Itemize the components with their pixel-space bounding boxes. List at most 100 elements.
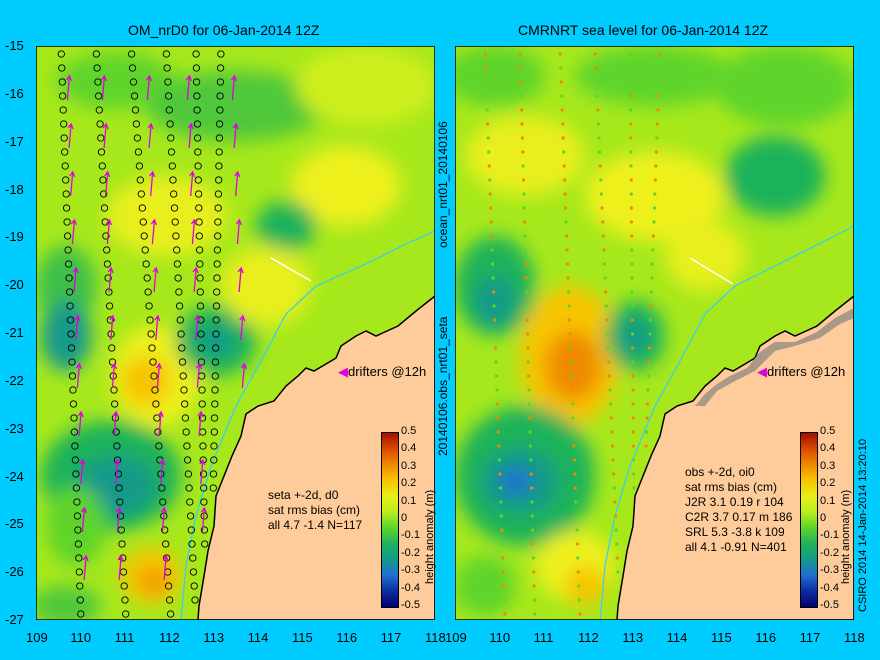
- drifter-arrow: [199, 458, 206, 485]
- observation-marker: [59, 92, 67, 100]
- observation-marker: [170, 204, 179, 212]
- observation-marker: [181, 400, 189, 408]
- observation-marker: [501, 556, 505, 560]
- observation-marker: [74, 540, 83, 548]
- observation-marker: [654, 164, 658, 168]
- legend-line: all 4.1 -0.91 N=401: [685, 540, 787, 554]
- colorbar-tick-label: -0.2: [820, 546, 839, 559]
- observation-marker: [566, 262, 570, 266]
- observation-marker: [628, 80, 632, 84]
- drifter-arrow: [160, 506, 168, 533]
- x-tick-label: 115: [292, 630, 313, 645]
- drifter-arrow: [197, 410, 204, 437]
- observation-marker: [595, 80, 599, 84]
- observation-marker: [600, 206, 604, 210]
- observation-marker: [523, 234, 527, 238]
- observation-marker: [209, 484, 217, 492]
- observation-marker: [193, 92, 201, 100]
- drifter-arrow: [109, 314, 116, 341]
- left-map-title: OM_nrD0 for 06-Jan-2014 12Z: [128, 22, 320, 38]
- land-mass: [197, 295, 435, 620]
- observation-marker: [62, 204, 71, 212]
- colorbar-tick-label: 0.3: [820, 459, 836, 472]
- observation-marker: [193, 106, 201, 114]
- observation-marker: [127, 50, 136, 58]
- observation-marker: [572, 444, 576, 448]
- observation-marker: [195, 232, 203, 240]
- observation-marker: [628, 66, 632, 70]
- observation-marker: [118, 540, 126, 548]
- observation-marker: [214, 218, 222, 226]
- observation-marker: [199, 456, 207, 464]
- observation-marker: [576, 556, 580, 560]
- observation-marker: [74, 526, 82, 534]
- observation-marker: [189, 568, 198, 576]
- colorbar-tick-label: -0.4: [401, 581, 420, 594]
- observation-marker: [140, 232, 148, 240]
- right-stats-legend: obs +-2d, oi0 sat rms bias (cm) J2R 3.1 …: [685, 465, 792, 555]
- drifter-arrow: [79, 458, 86, 485]
- observation-marker: [98, 162, 106, 170]
- drifter-arrow: [187, 122, 194, 149]
- observation-marker: [146, 316, 154, 324]
- observation-marker: [654, 150, 658, 154]
- observation-marker: [532, 598, 537, 602]
- observation-marker: [612, 486, 616, 490]
- observation-marker: [165, 106, 173, 114]
- x-tick-label: 111: [114, 630, 135, 645]
- observation-marker: [170, 190, 178, 198]
- observation-marker: [60, 134, 68, 142]
- observation-marker: [179, 372, 187, 380]
- observation-marker: [613, 500, 617, 504]
- observation-marker: [558, 52, 562, 56]
- observation-marker: [607, 360, 611, 364]
- observation-marker: [611, 458, 615, 462]
- observation-marker: [599, 192, 603, 196]
- observation-marker: [520, 136, 524, 140]
- drifter-arrow: [67, 122, 74, 149]
- observation-marker: [102, 232, 110, 240]
- observation-marker: [189, 554, 197, 562]
- drifter-arrow: [237, 266, 244, 293]
- drifter-arrow: [69, 170, 76, 197]
- left-map: [36, 46, 435, 620]
- observation-marker: [68, 372, 77, 380]
- legend-line: obs +-2d, oi0: [685, 465, 755, 479]
- observation-marker: [649, 290, 653, 294]
- observation-marker: [492, 318, 497, 322]
- drifter-arrow: [155, 362, 163, 389]
- observation-marker: [572, 458, 576, 462]
- observation-marker: [163, 64, 171, 72]
- observation-marker: [484, 80, 488, 84]
- sea-level-anomaly-field: [36, 46, 435, 620]
- observation-marker: [500, 528, 504, 532]
- observation-marker: [116, 512, 125, 520]
- observation-marker: [144, 288, 152, 296]
- observation-marker: [629, 206, 633, 210]
- observation-marker: [165, 596, 174, 604]
- observation-marker: [615, 556, 619, 560]
- drifter-arrow: [112, 410, 119, 437]
- credits-label: CSIRO 2014 14-Jan-2014 13:20:10: [857, 438, 869, 612]
- observation-marker: [594, 66, 598, 70]
- observation-marker: [628, 94, 632, 98]
- observation-marker: [486, 136, 490, 140]
- observation-marker: [648, 332, 652, 336]
- observation-marker: [632, 458, 636, 462]
- observation-marker: [613, 514, 618, 518]
- drifter-arrow: [147, 122, 154, 149]
- observation-marker: [106, 316, 114, 324]
- left-colorbar: [381, 432, 399, 608]
- observation-marker: [488, 192, 492, 196]
- observation-marker: [201, 540, 209, 548]
- observation-marker: [113, 442, 121, 450]
- observation-marker: [529, 458, 533, 462]
- observation-marker: [522, 206, 526, 210]
- legend-line: all 4.7 -1.4 N=117: [268, 518, 363, 532]
- observation-marker: [142, 260, 150, 268]
- observation-marker: [570, 402, 575, 406]
- observation-marker: [103, 246, 111, 254]
- observation-marker: [195, 204, 203, 212]
- observation-marker: [211, 400, 219, 408]
- observation-marker: [210, 442, 218, 450]
